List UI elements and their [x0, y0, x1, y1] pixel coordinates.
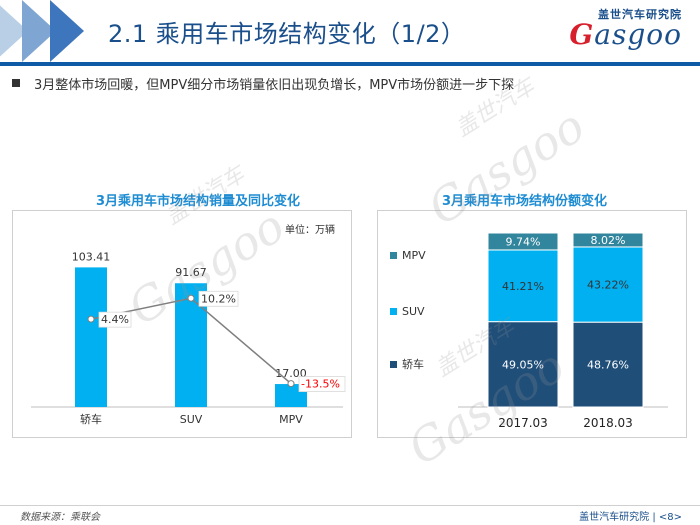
chevron-3: [50, 0, 84, 62]
segment-label-轿车-2018.03: 48.76%: [587, 359, 629, 372]
bar-轿车: [75, 267, 107, 407]
right-chart-title: 3月乘用车市场结构份额变化: [442, 194, 608, 209]
value-label-轿车: 103.41: [72, 250, 111, 263]
header-chevron-band: [0, 0, 98, 62]
segment-MPV-2018.03: [572, 232, 644, 248]
growth-label-box-SUV: [198, 290, 239, 307]
data-source: 数据来源：乘联会: [20, 512, 100, 523]
logo-cn-text: 盖世汽车研究院: [598, 8, 682, 21]
segment-轿车-2018.03: [572, 321, 644, 408]
footer-divider: [0, 505, 700, 506]
summary-bullet: 3月整体市场回暖，但MPV细分市场销量依旧出现负增长，MPV市场份额进一步下探: [12, 74, 514, 93]
growth-point-轿车: [87, 315, 95, 323]
page-title: 2.1 乘用车市场结构变化（1/2）: [108, 20, 466, 48]
x-tick-SUV: SUV: [180, 413, 203, 426]
x-tick-轿车: 轿车: [80, 412, 102, 426]
growth-point-MPV: [287, 380, 295, 388]
legend-swatch-MPV: [390, 252, 397, 259]
logo-en-text: Gasgoo: [569, 18, 682, 51]
summary-text: 3月整体市场回暖，但MPV细分市场销量依旧出现负增长，MPV市场份额进一步下探: [34, 78, 515, 93]
segment-MPV-2017.03: [487, 232, 559, 251]
x-tick-2018.03: 2018.03: [583, 416, 633, 430]
segment-label-SUV-2017.03: 41.21%: [502, 280, 544, 293]
share-stacked-chart: 49.05% 41.21% 9.74% 2017.03 48.76% 43.22% 8.02…: [390, 232, 668, 430]
left-chart-panel: 单位：万辆 103.41 轿车 91.67 SUV 17.00 MPV 4.4% 10.2% -…: [12, 210, 352, 438]
growth-label-box-轿车: [98, 311, 132, 328]
left-chart-title: 3月乘用车市场结构销量及同比变化: [96, 194, 301, 209]
segment-label-SUV-2018.03: 43.22%: [587, 279, 629, 292]
value-label-SUV: 91.67: [175, 266, 207, 279]
growth-point-SUV: [187, 294, 195, 302]
growth-label-SUV: 10.2%: [201, 292, 236, 305]
segment-label-MPV-2017.03: 9.74%: [506, 235, 541, 248]
legend-label-轿车: 轿车: [402, 357, 424, 371]
legend-swatch-SUV: [390, 308, 397, 315]
x-tick-2017.03: 2017.03: [498, 416, 548, 430]
growth-label-轿车: 4.4%: [101, 313, 129, 326]
legend-label-SUV: SUV: [402, 305, 425, 318]
slide-header: 2.1 乘用车市场结构变化（1/2） 盖世汽车研究院 Gasgoo: [0, 0, 700, 62]
segment-label-轿车-2017.03: 49.05%: [502, 358, 544, 371]
gasgoo-logo: 盖世汽车研究院 Gasgoo: [542, 6, 682, 56]
bullet-square-icon: [12, 79, 20, 87]
unit-label: 单位：万辆: [285, 223, 335, 236]
growth-label-box-MPV: [298, 376, 346, 393]
segment-label-MPV-2018.03: 8.02%: [591, 234, 626, 247]
page-number: | <8>: [652, 512, 682, 523]
sales-bar-chart: 单位：万辆 103.41轿车91.67SUV17.00MPV4.4%10.2%-…: [31, 223, 346, 426]
segment-SUV-2017.03: [487, 249, 559, 323]
right-chart-panel: 49.05% 41.21% 9.74% 2017.03 48.76% 43.22% 8.02…: [377, 210, 687, 438]
footer-org: 盖世汽车研究院 | <8>: [579, 512, 682, 523]
x-tick-MPV: MPV: [279, 413, 303, 426]
growth-label-MPV: -13.5%: [301, 378, 340, 391]
header-divider: [0, 62, 700, 66]
segment-轿车-2017.03: [487, 321, 559, 408]
legend-swatch-轿车: [390, 361, 397, 368]
legend-label-MPV: MPV: [402, 249, 426, 262]
